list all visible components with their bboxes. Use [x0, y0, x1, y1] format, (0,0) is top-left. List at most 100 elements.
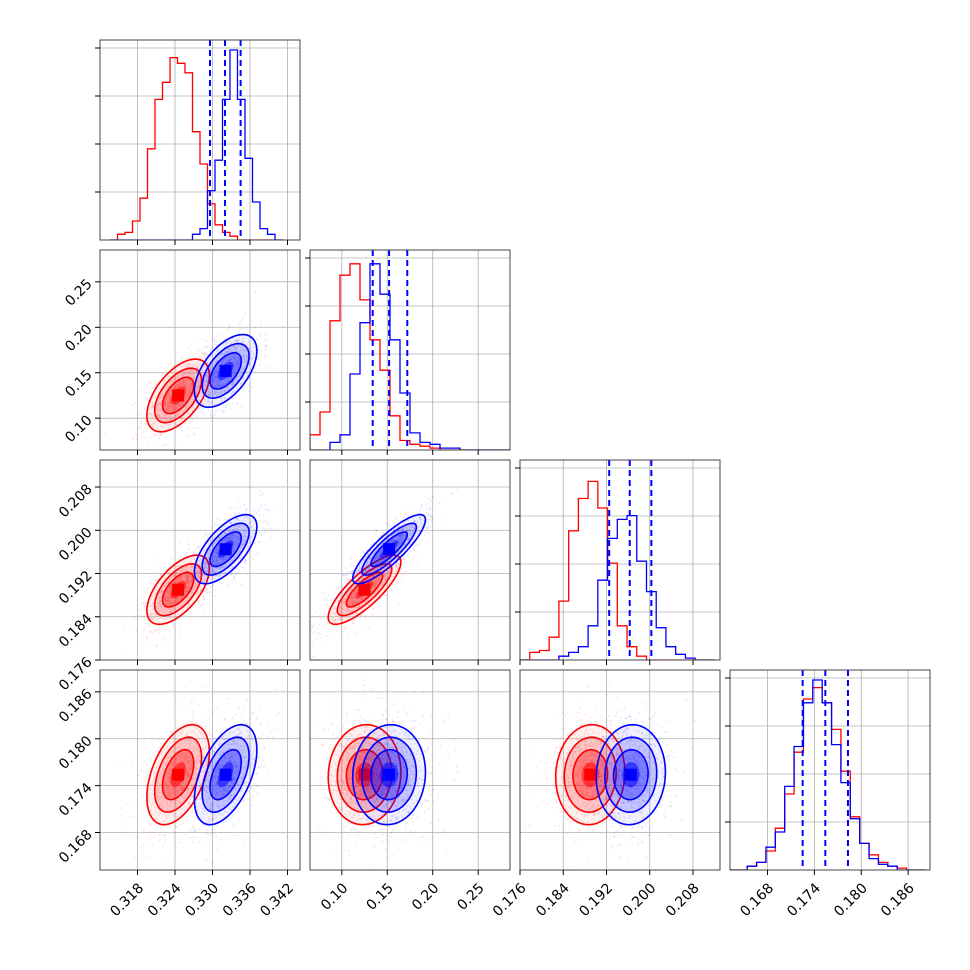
histogram-blue [110, 49, 283, 240]
contour-line [209, 748, 242, 801]
contour-line [360, 522, 418, 576]
panel-0-0 [95, 39, 301, 245]
contour-line [360, 736, 418, 813]
peak-marker [624, 768, 637, 781]
peak-marker [172, 768, 185, 781]
contours-blue [193, 723, 258, 826]
x-tick-label: 0.186 [878, 880, 918, 920]
y-tick-label: 0.192 [56, 568, 96, 608]
panel-frame [309, 669, 511, 871]
contours-red [146, 358, 211, 433]
y-tick-label: 0.10 [62, 413, 95, 446]
y-tick-label: 0.174 [56, 780, 96, 820]
panel-3-3 [725, 669, 931, 875]
y-tick-label: 0.200 [56, 525, 96, 565]
contour-line [554, 723, 626, 826]
peak-marker [172, 389, 185, 402]
panel-frame [519, 459, 721, 661]
contour-line [161, 748, 195, 801]
panel-3-0 [95, 669, 301, 875]
panel-2-0 [95, 459, 301, 665]
peak-marker [383, 543, 396, 556]
histogram-red [520, 480, 715, 660]
histogram-blue [520, 514, 715, 660]
panel-3-2 [519, 669, 721, 875]
x-tick-label: 0.15 [364, 880, 397, 913]
panel-frame [309, 459, 511, 661]
panel-frame [309, 249, 511, 451]
x-tick-label: 0.174 [784, 880, 824, 920]
contour-line [351, 513, 427, 585]
contour-line [146, 358, 211, 433]
contours-red [554, 723, 626, 826]
panel-frame [99, 39, 301, 241]
contour-line [161, 376, 195, 415]
y-tick-label: 0.15 [62, 367, 95, 400]
panel-3-1 [309, 669, 511, 875]
contour-line [161, 571, 195, 608]
y-tick-label: 0.25 [62, 276, 95, 309]
peak-marker [219, 543, 232, 556]
contour-line [146, 723, 211, 826]
contour-line [327, 723, 402, 826]
panel-2-1 [309, 459, 511, 665]
contour-line [370, 748, 409, 801]
x-tick-label: 0.318 [107, 880, 147, 920]
y-tick-label: 0.208 [56, 481, 96, 521]
contour-line [193, 333, 258, 409]
x-tick-label: 0.20 [409, 880, 442, 913]
contour-line [193, 513, 258, 585]
x-tick-label: 0.168 [737, 880, 777, 920]
x-tick-label: 0.336 [220, 880, 260, 920]
y-tick-label: 0.176 [56, 654, 96, 694]
contour-line [595, 723, 667, 826]
contours-blue [351, 513, 427, 585]
contours-blue [193, 513, 258, 585]
contour-line [153, 562, 203, 617]
contour-line [612, 748, 649, 801]
y-tick-label: 0.180 [56, 733, 96, 773]
contour-line [370, 531, 409, 568]
x-tick-label: 0.10 [318, 880, 351, 913]
y-tick-label: 0.168 [56, 827, 96, 867]
panel-frame [519, 669, 721, 871]
contour-line [351, 723, 427, 826]
histogram-red [730, 686, 926, 870]
panel-frame [99, 459, 301, 661]
contour-line [153, 367, 203, 424]
x-tick-label: 0.342 [257, 880, 297, 920]
x-tick-label: 0.200 [620, 880, 660, 920]
panel-frame [729, 669, 931, 871]
contours-blue [595, 723, 667, 826]
panel-frame [99, 249, 301, 451]
y-tick-label: 0.186 [56, 686, 96, 726]
peak-marker [219, 364, 232, 377]
y-tick-label: 0.184 [56, 611, 96, 651]
x-tick-label: 0.184 [533, 880, 573, 920]
x-tick-label: 0.192 [576, 880, 616, 920]
panel-2-2 [515, 459, 721, 665]
peak-marker [383, 768, 396, 781]
x-tick-label: 0.330 [182, 880, 222, 920]
contour-line [572, 748, 609, 801]
histogram-blue [730, 679, 926, 870]
contour-line [345, 571, 384, 608]
panel-1-1 [305, 249, 511, 455]
contour-line [209, 351, 242, 390]
panel-1-0 [95, 249, 301, 455]
contour-line [201, 522, 250, 576]
contours-blue [193, 333, 258, 409]
histogram-blue [310, 263, 510, 450]
peak-marker [172, 583, 185, 596]
contour-line [327, 554, 402, 626]
x-tick-label: 0.25 [454, 880, 487, 913]
contour-line [209, 531, 242, 568]
contour-line [201, 736, 250, 814]
panel-frame [99, 669, 301, 871]
contour-line [193, 723, 258, 826]
x-tick-label: 0.176 [490, 880, 530, 920]
x-tick-label: 0.180 [831, 880, 871, 920]
peak-marker [358, 583, 371, 596]
peak-marker [219, 768, 232, 781]
